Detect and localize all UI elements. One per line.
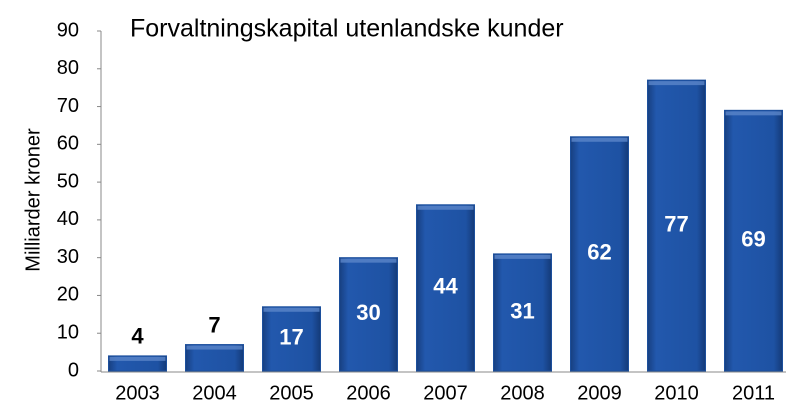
bar-bevel xyxy=(494,254,551,259)
y-tick-label: 90 xyxy=(57,19,79,41)
bar-bevel xyxy=(109,356,166,361)
bar xyxy=(339,257,398,372)
bar xyxy=(570,136,629,372)
x-tick-label: 2009 xyxy=(577,382,622,404)
x-tick-label: 2004 xyxy=(192,382,237,404)
data-label: 31 xyxy=(510,298,534,323)
y-tick-label: 10 xyxy=(57,322,79,344)
y-tick-label: 80 xyxy=(57,57,79,79)
bar-bevel xyxy=(340,258,397,263)
bar-bevel xyxy=(186,345,243,350)
bar-bevel xyxy=(648,81,705,86)
y-tick-label: 60 xyxy=(57,133,79,155)
x-tick-label: 2011 xyxy=(732,382,775,404)
bar xyxy=(262,306,321,372)
data-label: 4 xyxy=(131,324,144,349)
bar-bevel xyxy=(417,205,474,210)
y-tick-label: 70 xyxy=(57,95,79,117)
x-tick-label: 2005 xyxy=(269,382,314,404)
y-tick-label: 20 xyxy=(57,284,79,306)
x-tick-label: 2010 xyxy=(654,382,699,404)
y-tick-label: 30 xyxy=(57,246,79,268)
bar xyxy=(724,109,783,372)
bar xyxy=(493,253,552,372)
y-axis-label: Milliarder kroner xyxy=(22,128,44,272)
x-tick-label: 2006 xyxy=(346,382,391,404)
y-tick-label: 50 xyxy=(57,170,79,192)
bar-bevel xyxy=(263,307,320,312)
bar-bevel xyxy=(725,111,782,116)
x-tick-label: 2008 xyxy=(500,382,545,404)
data-label: 44 xyxy=(433,274,458,299)
data-label: 30 xyxy=(356,300,380,325)
y-tick-label: 40 xyxy=(57,208,79,230)
data-label: 17 xyxy=(279,325,303,350)
x-tick-label: 2003 xyxy=(115,382,160,404)
bar-bevel xyxy=(571,137,628,142)
bar xyxy=(416,204,475,372)
y-tick-label: 0 xyxy=(68,359,79,381)
data-label: 69 xyxy=(741,226,765,251)
data-label: 62 xyxy=(587,240,611,265)
data-label: 77 xyxy=(664,211,688,236)
chart-title: Forvaltningskapital utenlandske kunder xyxy=(130,15,564,43)
data-label: 7 xyxy=(208,312,220,337)
x-tick-label: 2007 xyxy=(423,382,468,404)
bar xyxy=(647,79,706,372)
